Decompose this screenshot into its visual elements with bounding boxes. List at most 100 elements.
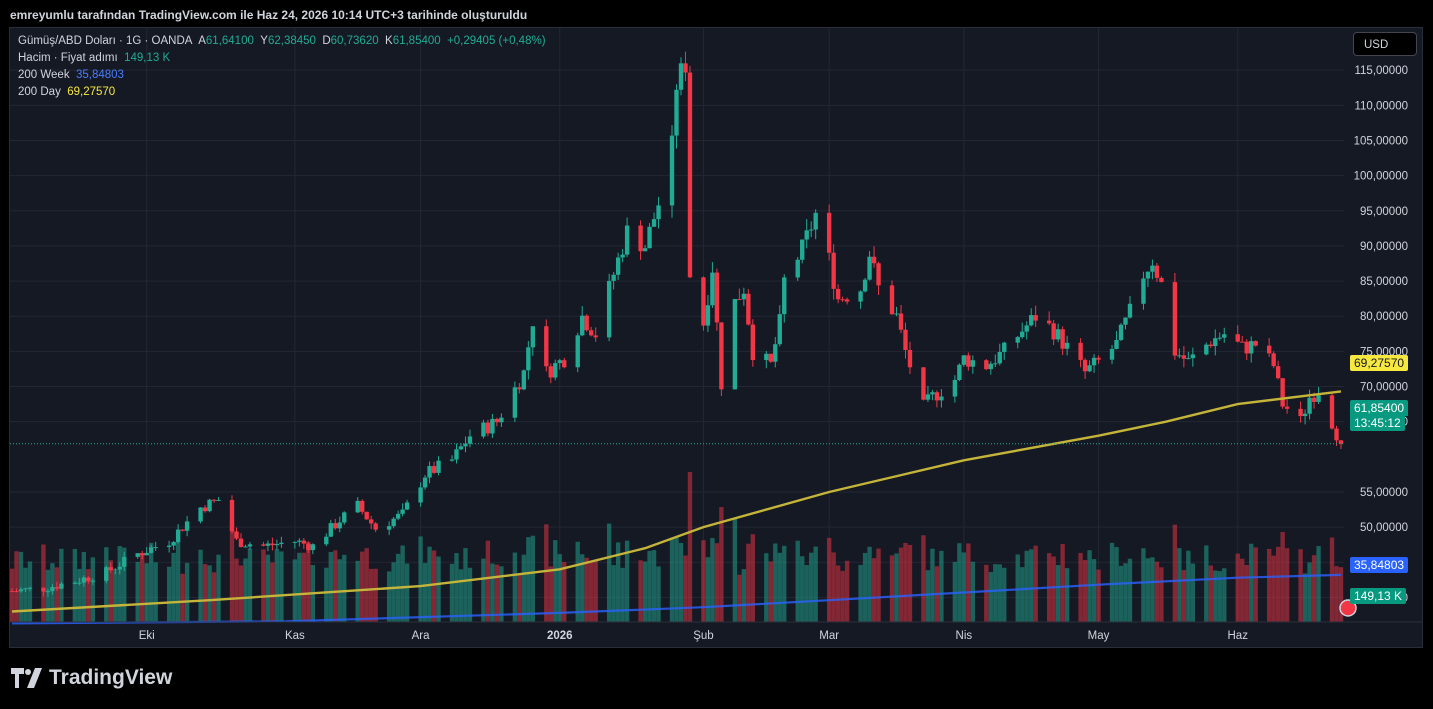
candle-body xyxy=(957,364,962,380)
candle-body xyxy=(1055,329,1061,340)
candle-body xyxy=(871,256,877,264)
candle-body xyxy=(1298,408,1303,417)
candle-body xyxy=(436,460,441,473)
candle-body xyxy=(544,326,549,367)
candle-body xyxy=(364,511,369,520)
candle-body xyxy=(490,418,495,434)
candle-body xyxy=(373,523,378,530)
candle-body xyxy=(467,436,473,444)
legend-volume[interactable]: Hacim · Fiyat adımı 149,13 K xyxy=(18,52,170,64)
candle-body xyxy=(548,366,553,378)
legend-ma-week[interactable]: 200 Week 35,84803 xyxy=(18,69,124,81)
volume-bar xyxy=(211,572,217,622)
candle-body xyxy=(1172,282,1178,356)
legend-ohlc[interactable]: Gümüş/ABD Doları · 1G · OANDA A61,64100 … xyxy=(18,35,546,47)
candle-body xyxy=(575,335,580,368)
candle-body xyxy=(104,567,109,581)
volume-bar xyxy=(135,561,140,622)
candle-body xyxy=(1087,365,1092,372)
candle-body xyxy=(1307,397,1312,414)
candle-body xyxy=(149,547,154,553)
volume-bar xyxy=(517,574,522,622)
candle-body xyxy=(184,521,190,531)
candle-body xyxy=(1177,355,1182,357)
candle-body xyxy=(238,538,244,547)
price-axis: 40,0000045,0000050,0000055,0000065,00000… xyxy=(1354,65,1408,604)
candle-body xyxy=(651,219,657,227)
candle-body xyxy=(1114,339,1119,349)
candle-body xyxy=(557,360,562,364)
candle-body xyxy=(86,577,91,582)
candle-body xyxy=(1060,329,1065,349)
volume-bar xyxy=(1091,559,1097,622)
volume-bar xyxy=(768,561,773,622)
currency-button[interactable]: USD xyxy=(1353,32,1417,56)
candle-body xyxy=(418,487,423,503)
volume-bar xyxy=(436,556,441,622)
candle-body xyxy=(1217,337,1222,339)
volume-bar xyxy=(180,573,185,622)
candle-body xyxy=(970,360,976,367)
candle-body xyxy=(746,293,751,325)
legend-open-value: 61,64100 xyxy=(205,35,254,47)
chart-panel[interactable]: 40,0000045,0000050,0000055,0000065,00000… xyxy=(9,27,1423,648)
volume-bar xyxy=(530,535,536,622)
volume-bar xyxy=(90,557,96,622)
volume-bar xyxy=(844,560,850,622)
price-tick-label: 85,00000 xyxy=(1360,276,1408,288)
candle-body xyxy=(714,272,720,323)
candle-body xyxy=(1109,348,1115,360)
volume-bar xyxy=(1015,554,1020,622)
candle-body xyxy=(889,285,895,315)
legend-ma-day[interactable]: 200 Day 69,27570 xyxy=(18,86,115,98)
volume-bar xyxy=(809,552,814,622)
volume-bar xyxy=(122,547,127,622)
candle-body xyxy=(593,335,598,338)
volume-bar xyxy=(656,566,661,622)
price-tick-label: 90,00000 xyxy=(1360,241,1408,253)
price-tick-label: 100,00000 xyxy=(1354,171,1408,183)
candle-body xyxy=(23,588,28,590)
volume-bar xyxy=(961,552,967,622)
time-tick-label: Nis xyxy=(956,630,973,642)
candle-body xyxy=(907,349,913,368)
candle-body xyxy=(683,63,688,73)
volume-bar xyxy=(140,553,145,622)
candle-body xyxy=(656,205,661,220)
candle-body xyxy=(1127,303,1133,318)
candle-body xyxy=(395,513,401,519)
volume-bar xyxy=(1190,563,1196,622)
volume-bar xyxy=(1159,567,1164,622)
price-chart[interactable]: 40,0000045,0000050,0000055,0000065,00000… xyxy=(10,28,1422,647)
volume-bar xyxy=(1060,544,1065,622)
candle-body xyxy=(297,540,302,542)
volume-bar xyxy=(166,566,172,622)
legend-symbol[interactable]: Gümüş/ABD Doları · 1G · OANDA xyxy=(18,35,192,47)
volume-bar xyxy=(795,540,800,622)
candle-body xyxy=(144,552,149,556)
volume-bar xyxy=(1316,546,1321,622)
volume-bar xyxy=(557,554,562,622)
volume-bar xyxy=(840,570,845,622)
candle-body xyxy=(324,536,329,545)
candle-body xyxy=(1024,325,1029,332)
candle-body xyxy=(647,226,652,249)
legend-ma-week-value: 35,84803 xyxy=(75,69,124,81)
candle-body xyxy=(1208,344,1213,347)
volume-bar xyxy=(1240,558,1245,622)
candle-body xyxy=(813,212,818,230)
volume-bar xyxy=(1029,549,1034,622)
candle-body xyxy=(427,466,432,478)
volume-bar xyxy=(270,562,275,622)
candle-body xyxy=(993,363,998,365)
candle-body xyxy=(1240,341,1245,343)
volume-bar xyxy=(458,569,464,622)
candle-body xyxy=(270,543,275,546)
volume-bar xyxy=(369,568,374,622)
volume-bar xyxy=(988,571,993,622)
candle-body xyxy=(333,523,338,529)
tradingview-logo[interactable]: TradingView xyxy=(11,666,172,690)
candle-body xyxy=(153,547,158,549)
candle-body xyxy=(835,288,841,300)
ma-200-day-line xyxy=(11,390,1342,613)
